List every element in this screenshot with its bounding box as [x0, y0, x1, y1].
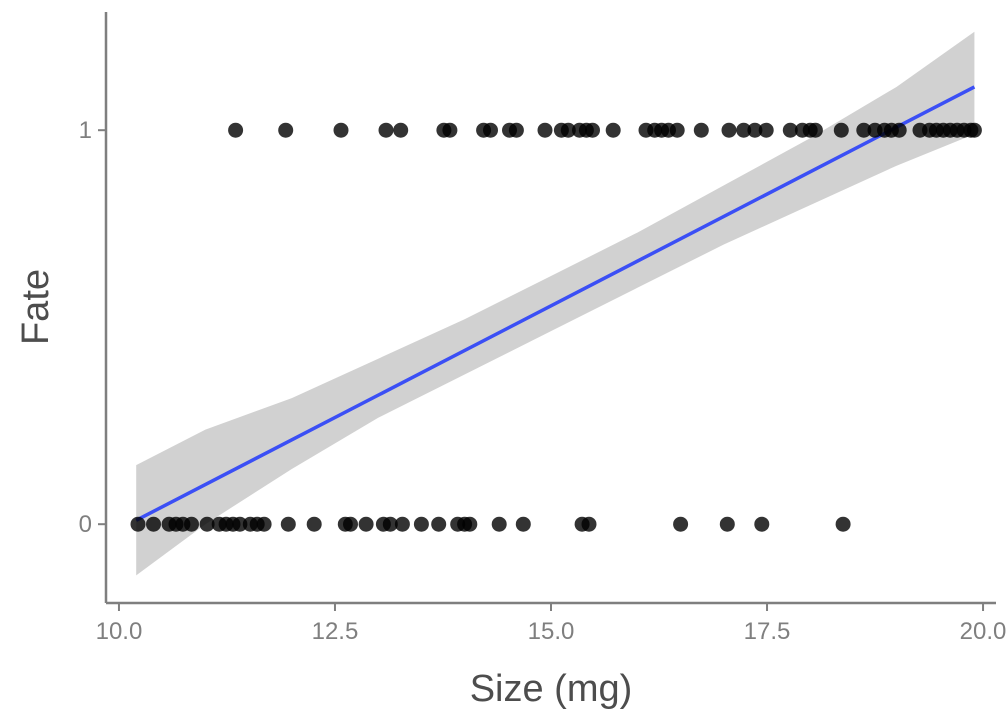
y-axis-ticks: 01: [79, 117, 106, 538]
data-point: [833, 122, 849, 138]
data-point: [333, 122, 349, 138]
data-point: [560, 122, 576, 138]
data-point: [306, 516, 322, 532]
y-tick-label: 1: [79, 117, 92, 144]
data-point: [358, 516, 374, 532]
data-point: [462, 516, 478, 532]
data-point: [807, 122, 823, 138]
data-point: [228, 122, 244, 138]
x-tick-label: 10.0: [96, 618, 143, 645]
data-point: [491, 516, 507, 532]
data-point: [378, 122, 394, 138]
data-point: [393, 122, 409, 138]
data-point: [673, 516, 689, 532]
data-point: [413, 516, 429, 532]
data-point: [537, 122, 553, 138]
y-axis-title: Fate: [15, 269, 57, 345]
data-points-layer: [130, 122, 982, 532]
x-axis-title: Size (mg): [470, 668, 633, 710]
data-point: [719, 516, 735, 532]
data-point: [782, 122, 798, 138]
data-point: [754, 516, 770, 532]
data-point: [856, 122, 872, 138]
data-point: [382, 516, 398, 532]
data-point: [835, 516, 851, 532]
x-tick-label: 15.0: [528, 618, 575, 645]
x-axis-ticks: 10.0 12.5 15.0 17.5 20.0: [96, 603, 1007, 645]
data-point: [605, 122, 621, 138]
data-point: [581, 516, 597, 532]
data-point: [394, 516, 410, 532]
data-point: [891, 122, 907, 138]
data-point: [721, 122, 737, 138]
data-point: [693, 122, 709, 138]
fit-line-layer: [135, 85, 976, 522]
x-tick-label: 17.5: [744, 618, 791, 645]
data-point: [343, 516, 358, 532]
data-point: [508, 122, 524, 138]
data-point: [442, 122, 458, 138]
data-point: [431, 516, 447, 532]
data-point: [758, 122, 774, 138]
data-point: [747, 122, 763, 138]
fit-line: [135, 85, 976, 522]
data-point: [146, 516, 161, 532]
data-point: [130, 516, 146, 532]
data-point: [278, 122, 294, 138]
data-point: [585, 122, 600, 138]
data-point: [736, 122, 752, 138]
data-point: [199, 516, 215, 532]
data-point: [669, 122, 685, 138]
data-point: [184, 516, 199, 532]
data-point: [966, 122, 982, 138]
x-tick-label: 20.0: [960, 618, 1007, 645]
data-point: [483, 122, 498, 138]
data-point: [256, 516, 272, 532]
data-point: [232, 516, 248, 532]
y-tick-label: 0: [79, 511, 92, 538]
data-point: [515, 516, 531, 532]
x-tick-label: 12.5: [312, 618, 359, 645]
data-point: [280, 516, 296, 532]
